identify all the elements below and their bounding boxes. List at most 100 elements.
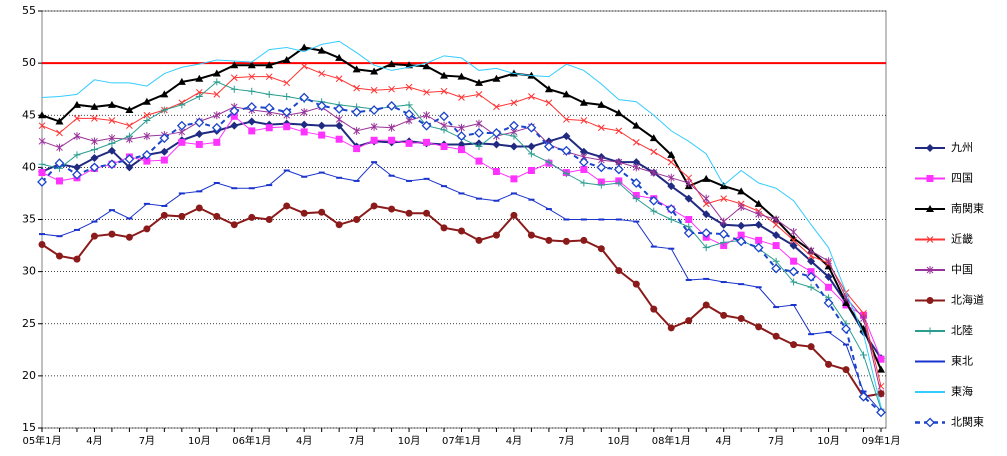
point bbox=[38, 241, 46, 249]
point bbox=[474, 78, 483, 86]
point bbox=[353, 126, 360, 135]
point bbox=[370, 122, 378, 131]
point bbox=[718, 229, 729, 240]
point bbox=[491, 128, 502, 138]
point bbox=[475, 157, 483, 165]
point bbox=[195, 204, 203, 212]
point bbox=[178, 101, 186, 109]
point bbox=[737, 202, 745, 211]
point bbox=[615, 179, 623, 187]
point bbox=[178, 138, 186, 146]
point bbox=[370, 136, 378, 144]
point bbox=[248, 87, 256, 95]
point bbox=[527, 231, 535, 239]
point bbox=[509, 142, 518, 151]
point bbox=[90, 146, 98, 154]
point bbox=[597, 245, 605, 253]
point bbox=[108, 230, 116, 238]
point bbox=[475, 236, 483, 244]
point bbox=[754, 199, 763, 207]
point bbox=[649, 134, 658, 142]
point bbox=[580, 117, 588, 124]
point bbox=[335, 121, 344, 130]
point bbox=[388, 136, 396, 144]
series bbox=[37, 92, 886, 418]
point bbox=[423, 209, 431, 217]
point bbox=[807, 343, 815, 351]
x-tick-label: 06年1月 bbox=[232, 434, 271, 447]
x-tick-label: 7月 bbox=[558, 435, 574, 447]
point bbox=[474, 128, 484, 138]
point bbox=[125, 106, 134, 114]
point bbox=[632, 121, 641, 129]
point bbox=[841, 324, 851, 334]
point bbox=[543, 141, 554, 152]
x-tick-label: 09年1月 bbox=[861, 434, 900, 447]
point bbox=[369, 105, 380, 115]
point bbox=[755, 210, 762, 219]
point bbox=[772, 221, 780, 229]
point bbox=[667, 182, 676, 191]
point bbox=[73, 132, 81, 141]
point bbox=[405, 209, 413, 217]
point bbox=[720, 217, 728, 226]
point bbox=[264, 103, 275, 113]
point bbox=[492, 140, 501, 149]
point bbox=[458, 227, 465, 235]
point bbox=[176, 120, 187, 131]
point bbox=[282, 55, 291, 63]
point bbox=[178, 212, 186, 220]
point bbox=[579, 147, 588, 156]
point bbox=[72, 100, 81, 108]
point bbox=[737, 231, 745, 239]
point bbox=[527, 167, 535, 175]
point bbox=[788, 266, 799, 277]
point bbox=[789, 234, 798, 242]
point bbox=[526, 122, 537, 133]
point bbox=[230, 85, 238, 93]
point bbox=[650, 207, 658, 215]
point bbox=[580, 165, 588, 173]
point bbox=[667, 324, 675, 332]
point bbox=[632, 163, 640, 172]
point bbox=[666, 204, 677, 214]
point bbox=[56, 143, 63, 152]
point bbox=[789, 241, 798, 250]
x-tick-label: 05年1月 bbox=[22, 434, 61, 447]
point bbox=[825, 283, 833, 291]
point bbox=[614, 109, 623, 117]
point bbox=[458, 123, 465, 132]
point bbox=[842, 298, 851, 306]
point bbox=[597, 124, 605, 132]
x-tick-label: 7月 bbox=[348, 435, 364, 447]
point bbox=[90, 232, 98, 240]
series bbox=[38, 202, 885, 401]
point bbox=[926, 266, 934, 274]
point bbox=[38, 111, 46, 119]
x-tick-label: 10月 bbox=[607, 435, 630, 447]
point bbox=[143, 157, 151, 165]
point bbox=[475, 91, 483, 98]
point bbox=[737, 221, 746, 230]
point bbox=[423, 88, 430, 96]
point bbox=[73, 255, 81, 263]
series bbox=[41, 40, 882, 408]
point bbox=[54, 158, 65, 169]
point bbox=[510, 99, 518, 107]
point bbox=[772, 257, 780, 265]
point bbox=[877, 390, 885, 398]
point bbox=[351, 107, 362, 118]
point bbox=[265, 124, 273, 132]
point bbox=[860, 309, 867, 317]
y-tick-label: 35 bbox=[22, 213, 36, 226]
point bbox=[579, 98, 588, 106]
point bbox=[405, 139, 413, 147]
point bbox=[300, 128, 308, 136]
point bbox=[510, 175, 518, 183]
point bbox=[527, 150, 535, 158]
point bbox=[439, 111, 449, 122]
point bbox=[702, 194, 710, 203]
point bbox=[247, 61, 256, 69]
point bbox=[562, 90, 571, 98]
point bbox=[650, 305, 658, 313]
